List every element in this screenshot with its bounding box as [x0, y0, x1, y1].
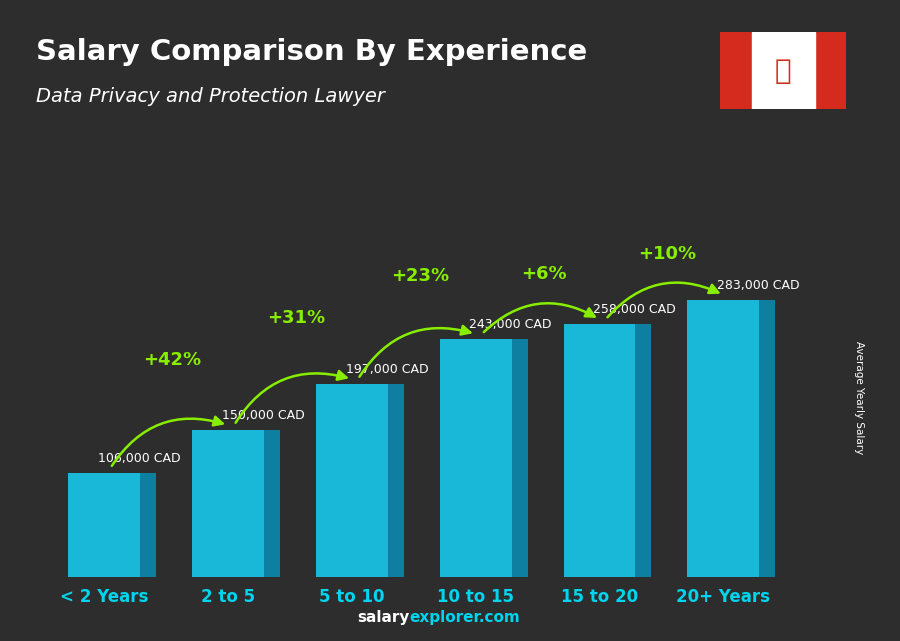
Text: 🍁: 🍁: [775, 56, 791, 85]
Bar: [192, 430, 264, 577]
Bar: [316, 384, 388, 577]
Text: 243,000 CAD: 243,000 CAD: [470, 318, 552, 331]
Text: 258,000 CAD: 258,000 CAD: [593, 303, 676, 317]
Text: Average Yearly Salary: Average Yearly Salary: [854, 341, 865, 454]
Bar: [688, 300, 760, 577]
Polygon shape: [635, 324, 652, 577]
Text: 150,000 CAD: 150,000 CAD: [221, 409, 304, 422]
Text: +31%: +31%: [267, 309, 325, 327]
Bar: [814, 32, 846, 109]
Bar: [720, 32, 751, 109]
Text: explorer.com: explorer.com: [410, 610, 520, 625]
Bar: [440, 339, 511, 577]
Text: +23%: +23%: [391, 267, 449, 285]
Polygon shape: [511, 339, 527, 577]
Text: salary: salary: [357, 610, 410, 625]
Text: 197,000 CAD: 197,000 CAD: [346, 363, 428, 376]
Text: Data Privacy and Protection Lawyer: Data Privacy and Protection Lawyer: [36, 87, 385, 106]
Bar: [752, 32, 814, 109]
Bar: [68, 473, 140, 577]
Polygon shape: [388, 384, 404, 577]
Text: 283,000 CAD: 283,000 CAD: [717, 279, 800, 292]
Bar: [563, 324, 635, 577]
Text: +10%: +10%: [638, 245, 697, 263]
Polygon shape: [140, 473, 156, 577]
Text: 106,000 CAD: 106,000 CAD: [98, 453, 181, 465]
Text: +6%: +6%: [521, 265, 567, 283]
Text: Salary Comparison By Experience: Salary Comparison By Experience: [36, 38, 587, 67]
Polygon shape: [264, 430, 280, 577]
Text: +42%: +42%: [143, 351, 202, 369]
Polygon shape: [760, 300, 775, 577]
